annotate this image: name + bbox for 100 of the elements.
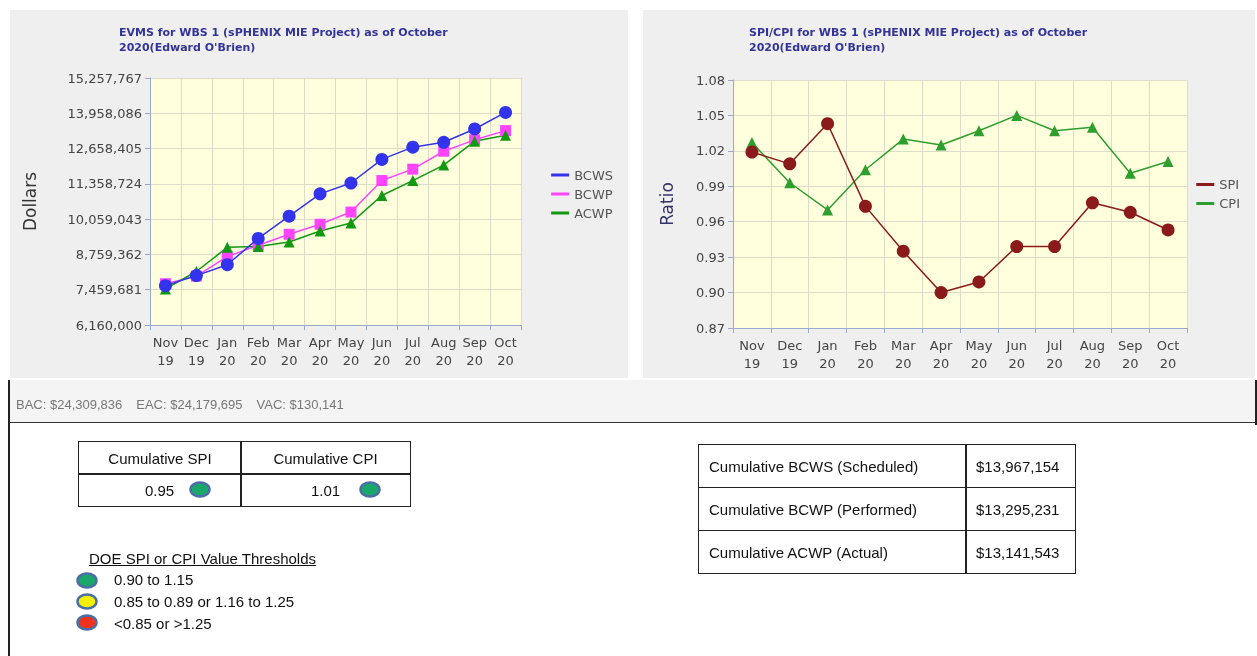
point [1161,223,1175,237]
text: $13,295,231 [965,487,1076,531]
point [745,145,759,159]
point [1123,205,1137,219]
point [438,159,450,171]
point [500,129,512,141]
x-tick-label: Apr 20 [308,334,332,368]
point [220,258,234,272]
point [345,217,357,229]
point [972,275,986,289]
point [376,175,388,187]
y-tick-label: 11,358,724 [67,176,142,192]
y-tick-label: 6,160,000 [75,317,142,333]
point [897,133,909,145]
text: $13,141,543 [965,530,1076,574]
point [1010,240,1024,254]
y-axis-title: Dollars [19,171,40,232]
x-tick-label: Aug 20 [1079,337,1106,371]
point [1086,121,1098,133]
x-tick-label: Dec 19 [777,337,803,371]
y-tick-label: 8,759,362 [75,246,142,262]
legend-label: SPI [1219,177,1240,192]
point [934,286,948,300]
text: Cumulative CPI [240,441,411,475]
point [859,164,871,176]
x-tick-label: Jul 20 [1045,337,1063,371]
x-tick-label: Oct 20 [494,334,517,368]
x-tick-label: Nov 19 [739,337,765,371]
legend-label: ACWP [574,205,613,221]
x-tick-label: Sep 20 [1117,337,1143,371]
x-tick-label: Dec 19 [183,334,209,368]
x-tick-label: Feb 20 [853,337,877,371]
point [437,135,451,149]
point [468,122,482,136]
point [344,176,358,190]
point [283,228,295,240]
y-tick-label: 0.93 [696,249,725,265]
legend-label: BCWS [574,167,613,183]
x-tick-label: May 20 [337,334,365,368]
x-tick-label: Feb 20 [246,334,270,368]
point [822,204,834,216]
point [1048,240,1062,254]
point [1124,167,1136,179]
y-tick-label: 7,459,681 [75,282,142,298]
text: 0.90 to 1.15 [114,571,194,588]
point [1085,196,1099,210]
y-tick-label: 15,257,767 [67,70,142,86]
text: Cumulative SPI [78,441,242,475]
point [314,218,326,230]
point [221,241,233,253]
point [313,187,327,201]
x-tick-label: Sep 20 [462,334,487,368]
x-tick-label: Mar 20 [890,337,917,371]
y-tick-label: 1.05 [696,107,725,123]
legend-label: CPI [1219,196,1241,211]
point [821,117,835,131]
legend-label: BCWP [574,186,613,202]
text: <0.85 or >1.25 [114,615,212,632]
point [935,139,947,151]
x-tick-label: Mar 20 [276,334,303,368]
y-tick-label: 1.08 [696,72,725,88]
point [1162,155,1174,167]
point [784,177,796,189]
point [376,190,388,201]
point [407,175,419,187]
chart-title: EVMS for WBS 1 (sPHENIX MIE Project) as of October 2020(Edward O'Brien) [119,26,452,54]
point [345,206,357,218]
x-tick-label: Jun 20 [1005,337,1027,371]
point [973,125,985,137]
chart-title: SPI/CPI for WBS 1 (sPHENIX MIE Project) as of October 2020(Edward O'Brien) [749,26,1092,54]
point [282,209,296,223]
text: 0.85 to 0.89 or 1.16 to 1.25 [114,593,295,610]
y-tick-label: 0.87 [696,320,725,336]
text: BAC: $24,309,836 [16,397,123,412]
y-tick-label: 0.96 [696,214,725,230]
y-tick-label: 1.02 [696,143,725,159]
text: Cumulative BCWP (Performed) [698,487,967,531]
text: Cumulative BCWS (Scheduled) [698,444,967,488]
x-tick-label: Jun 20 [370,334,393,368]
y-tick-label: 0.90 [696,285,725,301]
x-tick-label: Oct 20 [1156,337,1180,371]
point [1011,109,1023,121]
text: $13,967,154 [965,444,1076,488]
point [783,157,797,171]
point [1049,125,1061,137]
x-tick-label: Jan 20 [216,334,238,368]
y-tick-label: 13,958,086 [67,105,142,121]
x-tick-label: Jul 20 [403,334,422,368]
y-tick-label: 10,059,043 [67,211,142,227]
text: 0.95 [78,473,242,507]
x-tick-label: Apr 20 [929,337,953,371]
text: DOE SPI or CPI Value Thresholds [89,550,317,567]
point [283,236,295,248]
text: EAC: $24,179,695 [136,397,243,412]
y-tick-label: 0.99 [696,178,725,194]
point [858,199,872,213]
x-tick-label: Nov 19 [152,334,179,368]
point [407,163,419,175]
text: Cumulative ACWP (Actual) [698,530,967,574]
point [251,231,265,245]
